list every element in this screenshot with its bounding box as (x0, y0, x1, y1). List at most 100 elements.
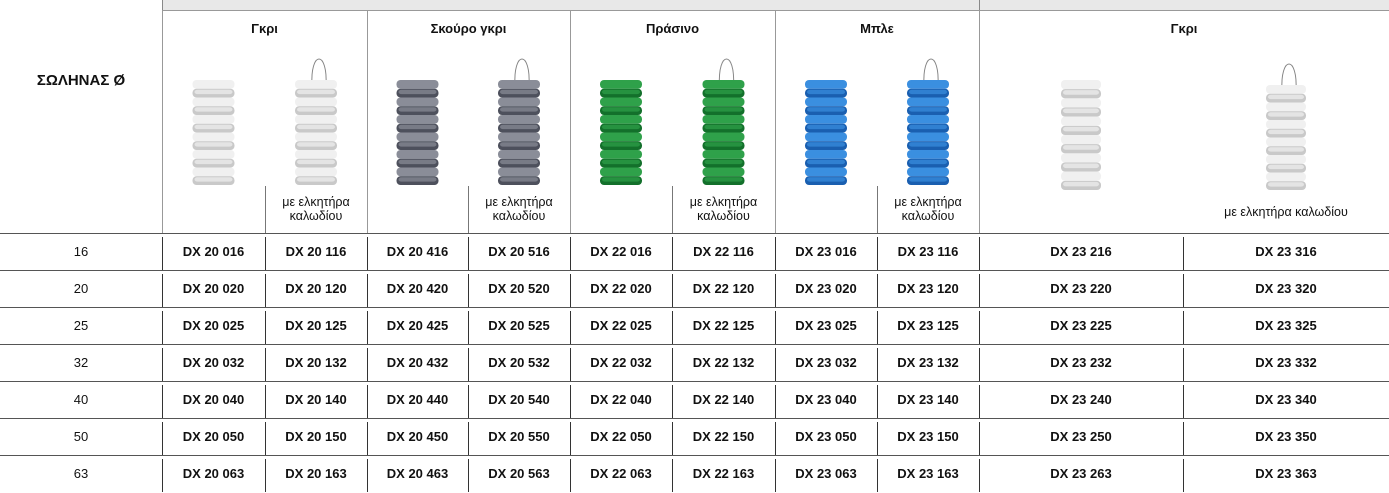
tube-art (194, 107, 233, 112)
rule (367, 348, 368, 381)
product-code: DX 20 416 (386, 244, 449, 259)
tube-art (704, 133, 743, 138)
tube-art (1268, 129, 1304, 135)
tube-art (602, 177, 640, 182)
tube-art (909, 89, 947, 95)
tube-art (398, 107, 437, 112)
product-code: DX 23 240 (1050, 392, 1112, 407)
rule (367, 385, 368, 418)
rule (265, 186, 266, 233)
rule (672, 186, 673, 233)
size-label: 63 (73, 466, 89, 481)
product-code: DX 20 425 (386, 318, 449, 333)
rule (877, 311, 878, 344)
rule (162, 10, 163, 233)
product-code: DX 23 025 (795, 318, 857, 333)
rule (877, 459, 878, 492)
product-code: DX 20 032 (182, 355, 245, 370)
rule (0, 344, 1389, 345)
tube-art (500, 133, 538, 138)
rule (672, 274, 673, 307)
tube-art (909, 168, 947, 173)
rule (468, 311, 469, 344)
tube-art (704, 159, 743, 165)
product-code: DX 20 125 (285, 318, 347, 333)
tube-art (194, 177, 233, 182)
product-code: DX 22 020 (590, 281, 652, 296)
tube-art (1063, 126, 1099, 132)
tube-art (909, 124, 947, 130)
product-code: DX 22 120 (692, 281, 755, 296)
size-label: 25 (73, 318, 89, 333)
tube-art (1063, 81, 1099, 86)
rule (265, 348, 266, 381)
tube-art (297, 151, 335, 156)
product-code: DX 20 120 (285, 281, 347, 296)
rule (468, 422, 469, 455)
rule (0, 418, 1389, 419)
tube-art (1268, 103, 1304, 108)
product-code: DX 20 532 (488, 355, 550, 370)
product-code: DX 20 563 (488, 466, 550, 481)
tube-art (194, 159, 233, 165)
product-code: DX 22 140 (692, 392, 755, 407)
tube-art (297, 142, 335, 147)
tube-art (909, 107, 947, 112)
tube-art (1063, 90, 1099, 95)
rule (672, 237, 673, 270)
rule (570, 311, 571, 344)
product-code: DX 22 150 (692, 429, 755, 444)
product-code: DX 23 220 (1050, 281, 1112, 296)
product-code: DX 20 063 (182, 466, 245, 481)
rule (162, 348, 163, 381)
tube-art (297, 89, 335, 95)
tube-art (1281, 63, 1297, 92)
product-code: DX 23 116 (897, 244, 959, 259)
product-code: DX 22 116 (693, 244, 754, 259)
product-code: DX 23 250 (1050, 429, 1112, 444)
tube-art (1063, 154, 1099, 159)
tube-art (297, 124, 335, 130)
product-code: DX 20 550 (488, 429, 550, 444)
rule (979, 422, 980, 455)
rule (979, 274, 980, 307)
tube-art (398, 133, 437, 138)
tube-art (704, 107, 743, 112)
tube-art (1268, 147, 1304, 152)
product-code: DX 22 063 (590, 466, 652, 481)
rule (570, 237, 571, 270)
rule (1183, 311, 1184, 344)
product-code: DX 20 116 (285, 244, 347, 259)
tube-art (398, 89, 437, 95)
caption: με ελκητήρα καλωδίου (1224, 205, 1348, 219)
rule (672, 385, 673, 418)
product-code: DX 20 020 (182, 281, 245, 296)
rule (979, 385, 980, 418)
tube-art (807, 89, 845, 95)
tube-art (297, 133, 335, 138)
tube-art (1268, 112, 1304, 117)
rule (877, 422, 878, 455)
tube-art (398, 168, 437, 173)
size-label: 16 (73, 244, 89, 259)
product-code: DX 23 263 (1050, 466, 1112, 481)
tube-art (297, 107, 335, 112)
tube-art (194, 168, 233, 173)
tube-art (500, 81, 538, 86)
product-code: DX 20 450 (386, 429, 449, 444)
product-code: DX 23 016 (795, 244, 857, 259)
tube-art (398, 116, 437, 121)
rule (265, 237, 266, 270)
tube-art (1268, 173, 1304, 178)
product-code: DX 23 325 (1255, 318, 1317, 333)
rule (468, 186, 469, 233)
tube-art (500, 98, 538, 103)
rule (367, 311, 368, 344)
rule (877, 186, 878, 233)
tube-art (1268, 121, 1304, 126)
rule (877, 348, 878, 381)
tube-art (514, 58, 530, 87)
rule (0, 381, 1389, 382)
size-label: 32 (73, 355, 89, 370)
